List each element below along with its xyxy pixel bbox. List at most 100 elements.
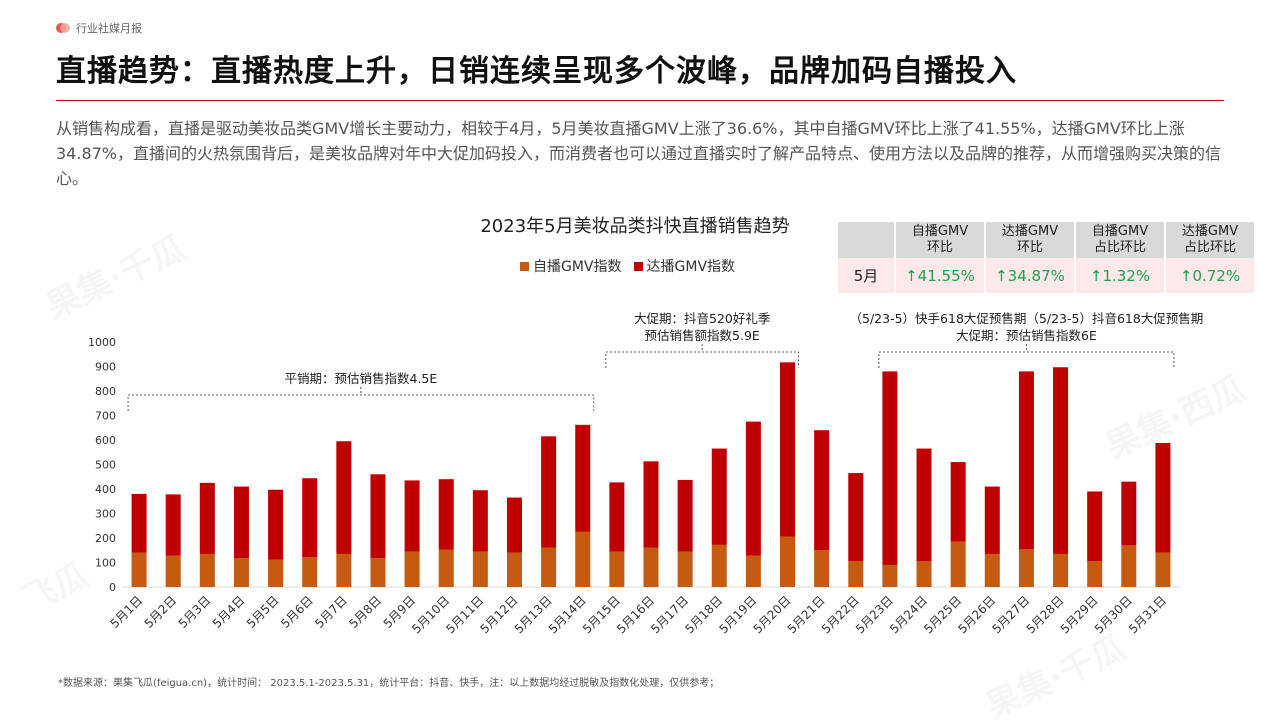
x-tick-label: 5月2日 <box>142 593 180 631</box>
growth-table-corner <box>838 222 896 258</box>
y-tick-label: 200 <box>95 532 116 545</box>
bar-self-segment <box>745 555 761 587</box>
bar-talent-segment <box>780 362 796 537</box>
y-tick-label: 800 <box>95 385 116 398</box>
growth-header: 达播GMV 环比 <box>985 222 1076 258</box>
bar-talent-segment <box>643 461 659 548</box>
growth-row-label: 5月 <box>838 258 896 293</box>
bar-talent-segment <box>1155 442 1171 553</box>
bar-self-segment <box>131 552 147 587</box>
x-tick-label: 5月8日 <box>346 593 384 631</box>
y-tick-label: 1000 <box>88 336 116 349</box>
bar-talent-segment <box>302 478 318 558</box>
bar-talent-segment <box>1121 481 1137 546</box>
y-tick-label: 700 <box>95 410 116 423</box>
bar-self-segment <box>1087 561 1103 587</box>
growth-header: 自播GMV 占比环比 <box>1075 222 1166 258</box>
brand-logo-icon <box>56 23 70 33</box>
bar-self-segment <box>165 555 181 587</box>
y-tick-label: 0 <box>109 581 116 594</box>
x-tick-label: 5月5日 <box>244 593 282 631</box>
x-tick-label: 5月7日 <box>312 593 350 631</box>
bar-self-segment <box>609 551 625 587</box>
y-tick-label: 300 <box>95 508 116 521</box>
bar-talent-segment <box>541 436 557 548</box>
title-divider <box>56 100 1224 101</box>
bar-self-segment <box>711 544 727 587</box>
bar-talent-segment <box>609 482 625 552</box>
growth-value: ↑0.72% <box>1165 258 1256 293</box>
chart-legend: 自播GMV指数 达播GMV指数 <box>520 256 735 276</box>
bar-self-segment <box>882 564 898 587</box>
x-tick-label: 5月1日 <box>108 593 146 631</box>
bar-talent-segment <box>916 448 932 562</box>
bar-talent-segment <box>575 424 591 532</box>
bar-talent-segment <box>506 497 522 553</box>
bar-self-segment <box>199 553 215 587</box>
bar-self-segment <box>643 547 659 587</box>
intro-paragraph: 从销售构成看，直播是驱动美妆品类GMV增长主要动力，相较于4月，5月美妆直播GM… <box>56 119 1222 188</box>
bar-self-segment <box>438 549 454 587</box>
annotation-label: 大促期：抖音520好礼季 <box>634 311 771 326</box>
bar-self-segment <box>814 550 830 587</box>
bar-self-segment <box>1121 545 1137 587</box>
growth-table-row: 5月 ↑41.55% ↑34.87% ↑1.32% ↑0.72% <box>838 258 1256 293</box>
brand-label: 行业社媒月报 <box>56 20 142 36</box>
bar-talent-segment <box>472 490 488 552</box>
annotation-label: 平销期：预估销售指数4.5E <box>285 371 438 386</box>
brand-text: 行业社媒月报 <box>76 22 142 35</box>
annotation-bracket <box>127 394 595 411</box>
bar-self-segment <box>1053 553 1069 587</box>
bar-self-segment <box>506 552 522 587</box>
bar-talent-segment <box>1053 367 1069 554</box>
bar-self-segment <box>984 553 1000 587</box>
legend-item-self: 自播GMV指数 <box>520 256 622 276</box>
x-tick-label: 5月31日 <box>1126 593 1169 636</box>
bar-self-segment <box>1018 549 1034 587</box>
bar-talent-segment <box>438 479 454 550</box>
bar-talent-segment <box>950 462 966 542</box>
bar-talent-segment <box>199 482 215 554</box>
bar-self-segment <box>677 551 693 587</box>
bar-self-segment <box>780 536 796 587</box>
bar-talent-segment <box>677 479 693 552</box>
annotation-label: 大促期：预估销售指数6E <box>956 328 1097 343</box>
bar-talent-segment <box>404 480 420 552</box>
bar-self-segment <box>950 541 966 587</box>
bar-talent-segment <box>1018 371 1034 550</box>
bar-talent-segment <box>1087 491 1103 562</box>
y-tick-label: 900 <box>95 361 116 374</box>
x-tick-label: 5月4日 <box>210 593 248 631</box>
bar-self-segment <box>541 547 557 587</box>
growth-value: ↑34.87% <box>985 258 1076 293</box>
bar-self-segment <box>575 531 591 587</box>
bar-talent-segment <box>984 486 1000 554</box>
bar-talent-segment <box>848 473 864 562</box>
growth-header: 自播GMV 环比 <box>895 222 986 258</box>
bar-talent-segment <box>336 441 352 554</box>
bar-talent-segment <box>131 493 147 553</box>
bar-self-segment <box>233 558 249 587</box>
bar-self-segment <box>472 551 488 587</box>
y-tick-label: 600 <box>95 434 116 447</box>
bar-self-segment <box>336 553 352 587</box>
bar-self-segment <box>1155 552 1171 587</box>
chart-title: 2023年5月美妆品类抖快直播销售趋势 <box>480 216 790 237</box>
bar-self-segment <box>848 561 864 587</box>
bar-talent-segment <box>370 474 386 559</box>
bar-talent-segment <box>165 494 181 556</box>
annotation-label: （5/23-5）快手618大促预售期（5/23-5）抖音618大促预售期 <box>850 311 1204 326</box>
legend-swatch-self <box>520 261 529 271</box>
bar-talent-segment <box>233 486 249 559</box>
x-tick-label: 5月3日 <box>176 593 214 631</box>
bar-talent-segment <box>814 430 830 551</box>
bar-self-segment <box>916 561 932 587</box>
legend-item-talent: 达播GMV指数 <box>633 256 735 276</box>
bar-self-segment <box>404 551 420 587</box>
bar-talent-segment <box>745 421 761 556</box>
legend-label-self: 自播GMV指数 <box>533 259 622 275</box>
growth-header: 达播GMV 占比环比 <box>1165 222 1256 258</box>
bar-self-segment <box>370 558 386 587</box>
growth-value: ↑41.55% <box>895 258 986 293</box>
